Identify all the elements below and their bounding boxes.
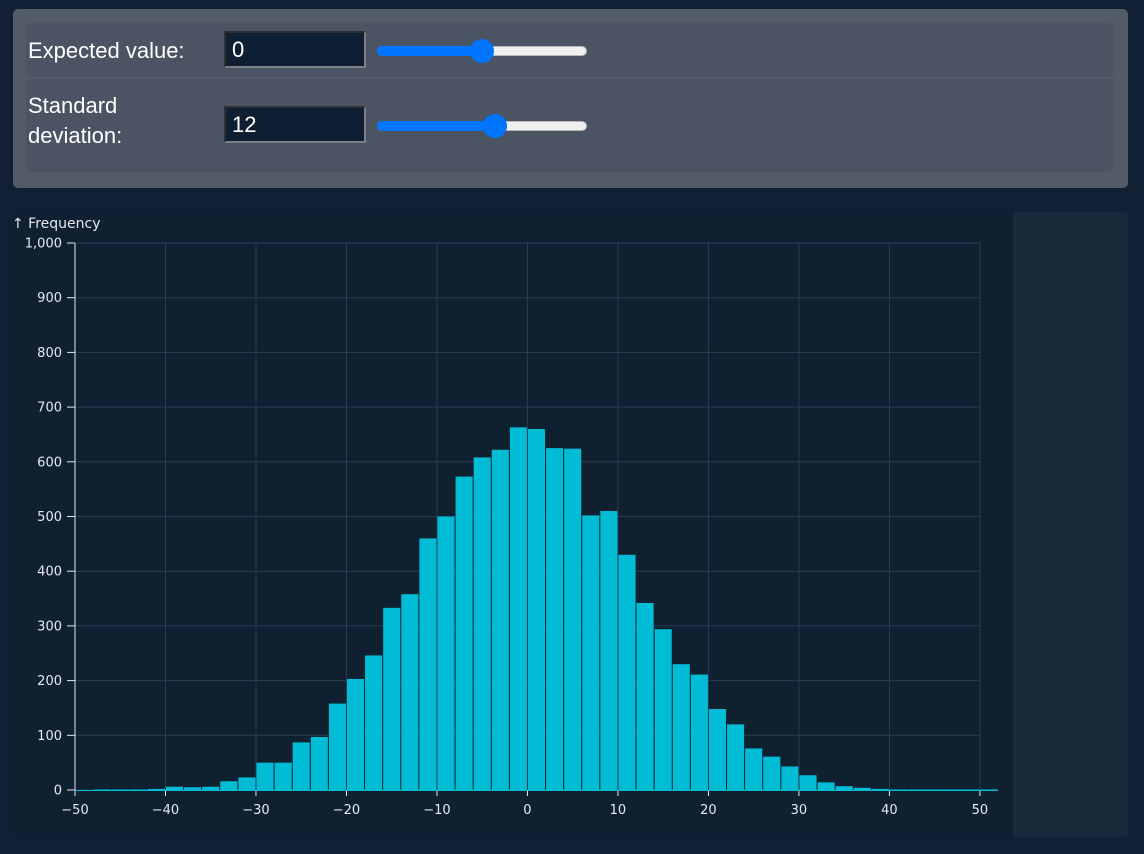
standard-deviation-row: Standard deviation:: [26, 79, 1114, 172]
standard-deviation-input[interactable]: [224, 106, 366, 143]
x-tick-label: 10: [610, 803, 627, 818]
histogram-bar: [310, 736, 328, 790]
histogram-bar: [346, 678, 365, 790]
histogram-bar: [654, 629, 672, 790]
histogram-bar: [437, 516, 455, 790]
y-tick-label: 700: [37, 401, 62, 416]
histogram-bar: [256, 762, 274, 790]
y-axis: 0 100 200 300 400 500 600 700 800 900 1,000: [25, 237, 76, 799]
slider-fill: [377, 46, 482, 56]
histogram-bar: [292, 742, 310, 790]
histogram-bar: [546, 448, 564, 790]
histogram-bar: [509, 427, 527, 790]
standard-deviation-label: Standard deviation:: [28, 93, 123, 148]
side-panel: [1013, 212, 1128, 837]
histogram-bar: [926, 789, 944, 790]
histogram-bar: [274, 762, 292, 790]
histogram-bar: [238, 777, 256, 790]
expected-value-input[interactable]: [224, 31, 366, 68]
expected-value-slider[interactable]: [377, 39, 589, 63]
histogram-bar: [564, 448, 582, 790]
x-tick-label: 0: [523, 803, 531, 818]
histogram-bar: [129, 789, 147, 790]
expected-value-label: Expected value:: [28, 38, 185, 63]
histogram-bar: [980, 789, 998, 790]
histogram-bars: [93, 427, 998, 790]
histogram-bar: [328, 703, 346, 790]
x-axis: −50 −40 −30 −20 −10 0 10 20 30 40 50: [61, 790, 998, 818]
x-tick-label: −20: [333, 803, 360, 818]
x-tick-label: −30: [242, 803, 269, 818]
histogram-bar: [165, 786, 184, 790]
histogram-bar: [383, 607, 401, 790]
histogram-bar: [582, 515, 600, 790]
x-tick-label: −10: [423, 803, 450, 818]
histogram-bar: [672, 664, 690, 790]
controls-panel: Expected value: Standard deviation:: [13, 9, 1128, 188]
y-tick-label: 400: [37, 565, 62, 580]
x-tick-label: −50: [61, 803, 88, 818]
histogram-bar: [419, 538, 437, 790]
slider-thumb[interactable]: [470, 39, 494, 63]
histogram-bar: [111, 789, 129, 790]
y-tick-label: 300: [37, 619, 62, 634]
histogram-bar: [618, 554, 636, 790]
y-tick-label: 800: [37, 346, 62, 361]
histogram-bar: [908, 789, 926, 790]
x-tick-label: 20: [700, 803, 717, 818]
y-axis-label: ↑ Frequency: [12, 216, 101, 232]
grid-lines: [74, 242, 981, 791]
histogram-bar: [889, 789, 908, 790]
y-tick-label: 900: [37, 291, 62, 306]
y-tick-label: 200: [37, 674, 62, 689]
histogram-bar: [817, 782, 835, 790]
histogram-bar: [745, 748, 763, 790]
x-tick-label: −40: [152, 803, 179, 818]
slider-thumb[interactable]: [483, 114, 508, 138]
y-tick-label: 1,000: [25, 237, 62, 252]
histogram-bar: [853, 787, 871, 790]
histogram-bar: [491, 449, 509, 790]
histogram-bar: [763, 756, 781, 790]
histogram-bar: [401, 594, 419, 790]
histogram-bar: [147, 788, 165, 790]
histogram-bar: [708, 709, 727, 790]
histogram-bar: [871, 788, 889, 790]
y-tick-label: 600: [37, 455, 62, 470]
expected-value-row: Expected value:: [26, 23, 1114, 77]
histogram-bar: [455, 476, 473, 790]
y-tick-label: 0: [54, 784, 62, 799]
histogram-bar: [93, 789, 111, 790]
histogram-bar: [184, 787, 202, 790]
histogram-bar: [835, 786, 853, 790]
histogram-bar: [690, 674, 708, 790]
y-tick-label: 500: [37, 510, 62, 525]
histogram-bar: [799, 775, 817, 790]
histogram-bar: [527, 428, 546, 790]
slider-fill: [377, 121, 496, 131]
histogram-bar: [473, 457, 491, 790]
standard-deviation-slider[interactable]: [377, 114, 589, 138]
histogram-bar: [220, 781, 238, 790]
x-tick-label: 40: [881, 803, 898, 818]
histogram-bar: [781, 766, 799, 790]
x-tick-label: 30: [791, 803, 808, 818]
histogram-bar: [365, 655, 383, 790]
histogram-bar: [600, 511, 618, 790]
histogram-bar: [636, 602, 654, 790]
y-tick-label: 100: [37, 729, 62, 744]
x-tick-label: 50: [972, 803, 989, 818]
histogram-bar: [727, 724, 745, 790]
histogram-bar: [962, 789, 980, 790]
histogram-bar: [202, 786, 220, 790]
histogram-bar: [944, 789, 962, 790]
